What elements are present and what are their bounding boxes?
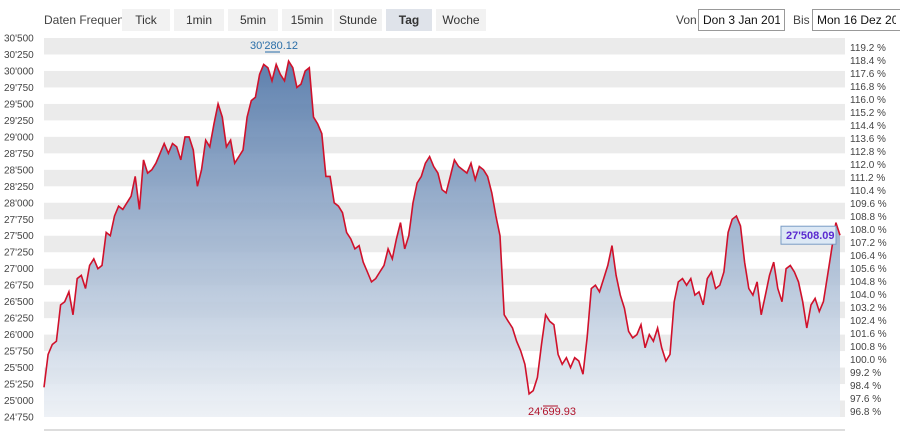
frequency-button-tick[interactable]: Tick: [122, 9, 170, 31]
right-tick-label: 100.0 %: [850, 355, 887, 366]
right-tick-label: 105.6 %: [850, 264, 887, 275]
right-tick-label: 108.8 %: [850, 212, 887, 223]
right-tick-label: 104.0 %: [850, 290, 887, 301]
left-tick-label: 29'250: [4, 116, 34, 127]
grid-band: [44, 38, 845, 55]
right-tick-label: 115.2 %: [850, 108, 886, 119]
left-tick-label: 30'500: [4, 34, 34, 45]
left-tick-label: 26'250: [4, 314, 34, 325]
left-tick-label: 28'750: [4, 149, 34, 160]
right-tick-label: 113.6 %: [850, 134, 886, 145]
right-tick-label: 96.8 %: [850, 407, 881, 418]
max-value-label: 30'280.12: [250, 40, 298, 52]
frequency-button-woche[interactable]: Woche: [436, 9, 486, 31]
right-tick-label: 112.8 %: [850, 147, 886, 158]
left-tick-label: 28'000: [4, 198, 34, 209]
left-tick-label: 28'500: [4, 165, 34, 176]
right-tick-label: 106.4 %: [850, 251, 887, 262]
right-tick-label: 119.2 %: [850, 43, 886, 54]
left-tick-label: 26'500: [4, 297, 34, 308]
right-tick-label: 98.4 %: [850, 381, 881, 392]
left-tick-label: 25'500: [4, 363, 34, 374]
left-tick-label: 30'000: [4, 66, 34, 77]
left-tick-label: 29'500: [4, 99, 34, 110]
frequency-button-5min[interactable]: 5min: [228, 9, 278, 31]
right-tick-label: 108.0 %: [850, 225, 887, 236]
left-axis: 30'500 30'250 30'000 29'750 29'500 29'250 29'0…: [4, 34, 34, 424]
left-tick-label: 27'750: [4, 215, 34, 226]
price-line: [43, 59, 841, 396]
right-tick-label: 104.8 %: [850, 277, 887, 288]
left-tick-label: 28'250: [4, 182, 34, 193]
right-tick-label: 112.0 %: [850, 160, 886, 171]
left-tick-label: 27'500: [4, 231, 34, 242]
to-date-input[interactable]: [812, 9, 900, 31]
frequency-button-1min[interactable]: 1min: [174, 9, 224, 31]
min-value-label: 24'699.93: [528, 406, 576, 418]
grid-band: [44, 103, 845, 121]
last-value-label: 27'508.09: [786, 230, 835, 242]
left-tick-label: 27'250: [4, 248, 34, 259]
right-tick-label: 116.0 %: [850, 95, 886, 106]
left-tick-label: 25'000: [4, 396, 34, 407]
last-value-box: [780, 225, 837, 245]
left-tick-label: 26'000: [4, 330, 34, 341]
left-tick-label: 29'000: [4, 132, 34, 143]
right-tick-label: 116.8 %: [850, 82, 886, 93]
right-tick-label: 110.4 %: [850, 186, 886, 197]
left-tick-label: 25'750: [4, 347, 34, 358]
left-tick-label: 26'750: [4, 281, 34, 292]
left-tick-label: 25'250: [4, 380, 34, 391]
right-tick-label: 111.2 %: [850, 173, 885, 184]
left-tick-label: 27'000: [4, 264, 34, 275]
frequency-button-15min[interactable]: 15min: [282, 9, 332, 31]
right-tick-label: 102.4 %: [850, 316, 887, 327]
frequency-button-stunde[interactable]: Stunde: [334, 9, 382, 31]
frequency-label: Daten Frequenz: [44, 13, 131, 27]
to-label: Bis: [793, 13, 810, 27]
right-tick-label: 109.6 %: [850, 199, 887, 210]
right-tick-label: 114.4 %: [850, 121, 886, 132]
right-tick-label: 118.4 %: [850, 56, 886, 67]
right-tick-label: 100.8 %: [850, 342, 887, 353]
toolbar: Daten Frequenz Tick 1min 5min 15min Stun…: [0, 0, 900, 34]
left-tick-label: 30'250: [4, 50, 34, 61]
right-tick-label: 117.6 %: [850, 69, 886, 80]
right-tick-label: 99.2 %: [850, 368, 881, 379]
right-axis: 119.2 % 118.4 % 117.6 % 116.8 % 116.0 % 115.2…: [850, 43, 887, 418]
left-tick-label: 24'750: [4, 413, 34, 424]
from-date-input[interactable]: [698, 9, 785, 31]
right-tick-label: 107.2 %: [850, 238, 887, 249]
right-tick-label: 101.6 %: [850, 329, 887, 340]
right-tick-label: 103.2 %: [850, 303, 887, 314]
frequency-button-tag[interactable]: Tag: [386, 9, 432, 31]
grid-band: [44, 70, 845, 88]
left-tick-label: 29'750: [4, 83, 34, 94]
annotations: 30'280.12 24'699.93 27'508.09: [250, 40, 837, 418]
from-label: Von: [676, 13, 697, 27]
right-tick-label: 97.6 %: [850, 394, 881, 405]
